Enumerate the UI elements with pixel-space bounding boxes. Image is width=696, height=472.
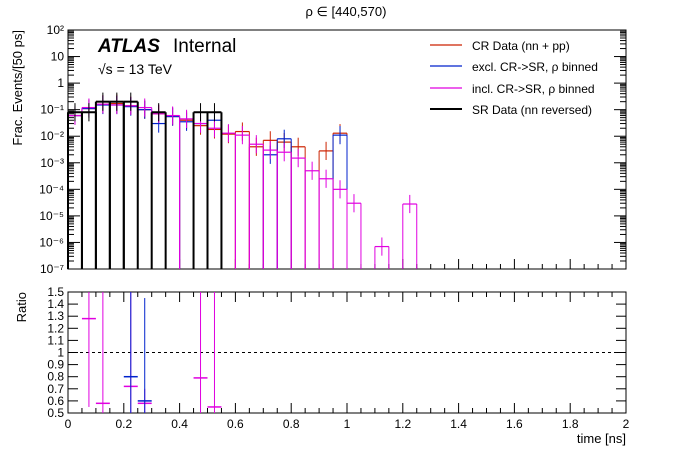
bottom-ylabel: Ratio xyxy=(14,292,29,322)
top-y-tick-label: 10 xyxy=(51,50,65,64)
bottom-x-tick-label: 2 xyxy=(623,417,630,431)
bottom-y-tick-label: 0.5 xyxy=(47,406,64,420)
bottom-y-tick-label: 1.2 xyxy=(47,321,64,335)
bottom-y-tick-label: 1.3 xyxy=(47,309,64,323)
bottom-y-tick-label: 0.6 xyxy=(47,394,64,408)
top-y-tick-label: 10⁻³ xyxy=(40,156,64,170)
bottom-y-tick-label: 0.9 xyxy=(47,358,64,372)
top-y-tick-label: 10⁻⁴ xyxy=(39,182,64,196)
legend-label-3: SR Data (nn reversed) xyxy=(472,103,592,117)
ratio-points xyxy=(81,292,222,413)
top-ylabel: Frac. Events/[50 ps] xyxy=(10,30,25,146)
energy-label: √s = 13 TeV xyxy=(98,61,173,77)
bottom-x-tick-label: 1.6 xyxy=(506,417,523,431)
chart-title: ρ ∈ [440,570) xyxy=(306,4,387,19)
legend: CR Data (nn + pp) excl. CR->SR, ρ binned i… xyxy=(430,39,598,117)
legend-label-2: incl. CR->SR, ρ binned xyxy=(472,82,595,96)
top-axis-ticks: 10⁻⁷ 10⁻⁶ 10⁻⁵ 10⁻⁴ 10⁻³ 10⁻² 10⁻¹ 1 10 10² xyxy=(39,23,627,276)
bottom-x-tick-label: 0 xyxy=(65,417,72,431)
bottom-y-tick-label: 0.7 xyxy=(47,382,64,396)
top-y-tick-label: 10⁻⁶ xyxy=(39,235,64,249)
bottom-x-tick-label: 1.2 xyxy=(394,417,411,431)
bottom-y-tick-label: 1.5 xyxy=(47,285,64,299)
top-histograms xyxy=(67,92,418,269)
bottom-x-tick-label: 0.4 xyxy=(171,417,188,431)
bottom-x-tick-label: 0.6 xyxy=(227,417,244,431)
bottom-x-tick-label: 1 xyxy=(344,417,351,431)
top-y-tick-label: 1 xyxy=(57,76,64,90)
atlas-label: ATLAS xyxy=(97,36,160,57)
internal-label: Internal xyxy=(173,36,236,57)
bottom-y-tick-label: 1.4 xyxy=(47,297,64,311)
bottom-y-tick-label: 1 xyxy=(57,346,64,360)
top-y-tick-label: 10² xyxy=(47,23,64,37)
top-y-tick-label: 10⁻¹ xyxy=(40,103,64,117)
bottom-x-tick-label: 0.2 xyxy=(115,417,132,431)
bottom-axis-ticks: 0.50.60.70.80.911.11.21.31.41.50 0.2 0.4 0.… xyxy=(47,285,629,431)
bottom-x-tick-label: 1.4 xyxy=(450,417,467,431)
top-y-tick-label: 10⁻² xyxy=(40,129,64,143)
top-y-tick-label: 10⁻⁵ xyxy=(39,209,64,223)
bottom-xlabel: time [ns] xyxy=(577,431,626,446)
top-y-tick-label: 10⁻⁷ xyxy=(40,262,64,276)
bottom-y-tick-label: 0.8 xyxy=(47,370,64,384)
bottom-x-tick-label: 0.8 xyxy=(283,417,300,431)
bottom-x-tick-label: 1.8 xyxy=(562,417,579,431)
legend-label-0: CR Data (nn + pp) xyxy=(472,39,570,53)
legend-label-1: excl. CR->SR, ρ binned xyxy=(472,60,598,74)
bottom-y-tick-label: 1.1 xyxy=(47,333,64,347)
